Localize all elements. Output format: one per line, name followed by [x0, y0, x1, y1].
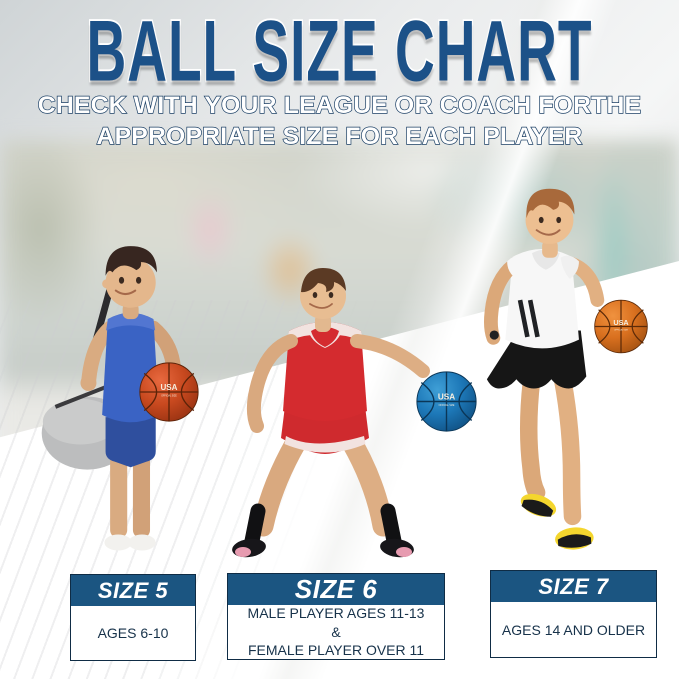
svg-text:USA: USA [438, 393, 455, 402]
svg-text:OFFICIAL SIZE: OFFICIAL SIZE [161, 394, 177, 397]
svg-text:OFFICIAL SIZE: OFFICIAL SIZE [614, 328, 629, 331]
svg-text:OFFICIAL SIZE: OFFICIAL SIZE [439, 404, 455, 407]
svg-text:USA: USA [613, 318, 629, 327]
svg-text:USA: USA [161, 383, 178, 392]
